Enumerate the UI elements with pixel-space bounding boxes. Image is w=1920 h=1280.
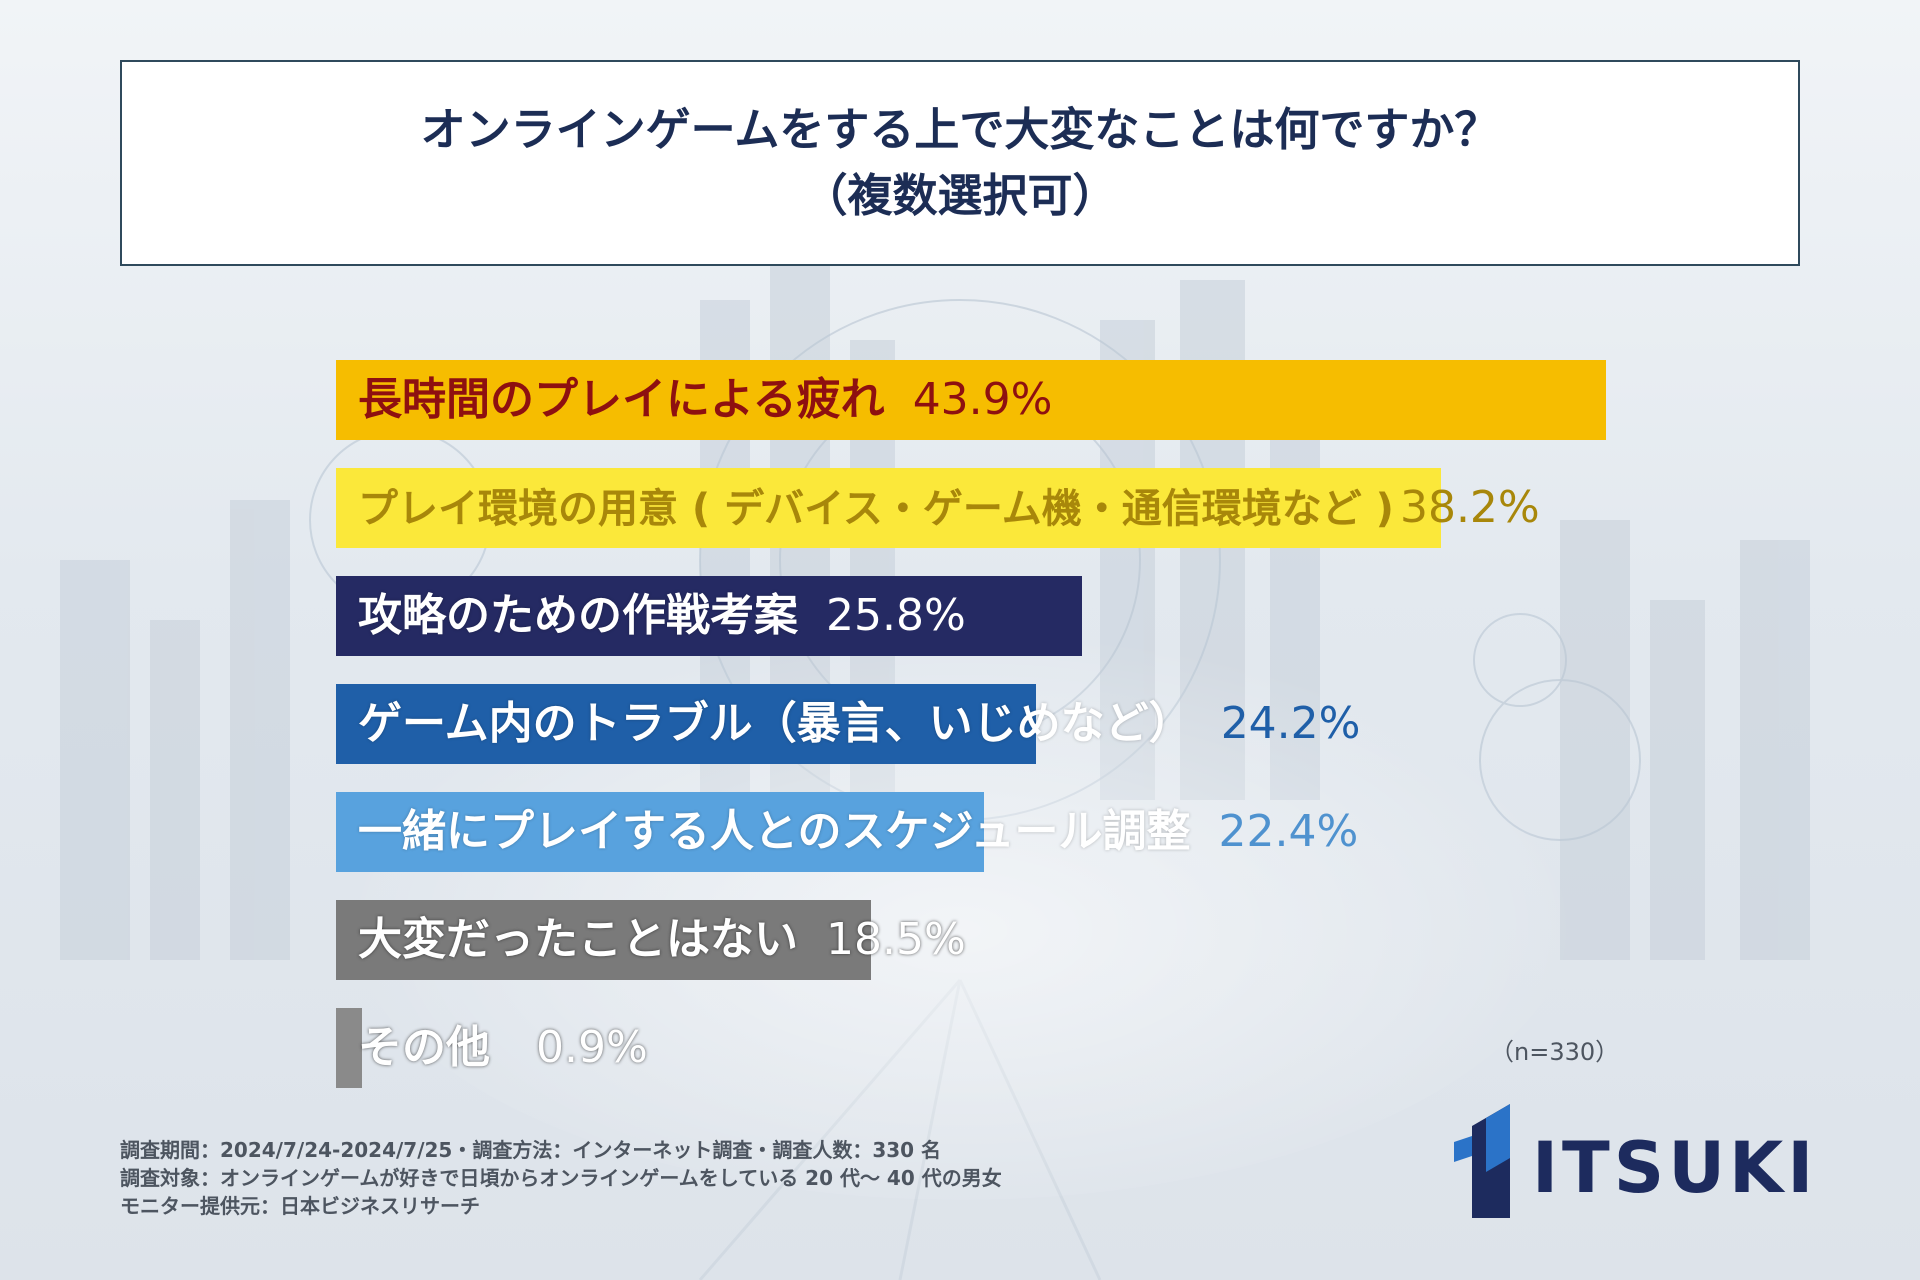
category-label: プレイ環境の用意 ( デバイス・ゲーム機・通信環境など )	[358, 486, 1394, 532]
footnote-survey-target: 調査対象：オンラインゲームが好きで日頃からオンラインゲームをしている 20 代～…	[120, 1166, 1002, 1190]
footnote-monitor-provider: モニター提供元：日本ビジネスリサーチ	[120, 1194, 480, 1218]
sample-size-note: （n=330）	[1490, 1038, 1620, 1066]
value-label: 25.8%	[826, 590, 966, 641]
itsuki-logo-mark-icon	[1454, 1104, 1510, 1218]
value-label: 22.4%	[1218, 806, 1359, 857]
itsuki-logo: ITSUKI	[1450, 1098, 1813, 1223]
bar-6	[336, 900, 872, 980]
bar-1	[336, 360, 1606, 440]
bar-label-group-1: 長時間のプレイによる疲れ 43.9%	[358, 360, 1052, 440]
value-label: 18.5%	[826, 914, 966, 965]
value-label: 0.9%	[536, 1022, 648, 1073]
footnote-survey-period: 調査期間：2024/7/24-2024/7/25・調査方法：インターネット調査・…	[120, 1138, 942, 1162]
bar-label-group-6: 大変だったことはない 18.5%	[358, 900, 966, 980]
value-label: 43.9%	[912, 374, 1053, 425]
bar-2	[336, 468, 1442, 548]
bar-5	[336, 792, 985, 872]
bar-label-group-7: その他 0.9%	[358, 1008, 648, 1088]
logo-text: ITSUKI	[1532, 1127, 1818, 1209]
bar-label-group-3: 攻略のための作戦考案 25.8%	[358, 576, 966, 656]
bar-3	[336, 576, 1083, 656]
category-label: その他	[358, 1022, 490, 1073]
value-label: 38.2%	[1399, 482, 1540, 533]
chart-title: オンラインゲームをする上で大変なことは何ですか？	[420, 103, 1500, 156]
bar-label-group-2: プレイ環境の用意 ( デバイス・ゲーム機・通信環境など ) 38.2%	[358, 468, 1540, 548]
bar-7	[336, 1008, 363, 1088]
category-label: ゲーム内のトラブル（暴言、いじめなど）	[358, 698, 1193, 749]
survey-footnote: 調査期間：2024/7/24-2024/7/25・調査方法：インターネット調査・…	[120, 1136, 1002, 1220]
category-label: 一緒にプレイする人とのスケジュール調整	[358, 806, 1191, 857]
category-label: 大変だったことはない	[358, 914, 798, 965]
chart-subtitle: （複数選択可）	[802, 169, 1118, 222]
bar-label-group-5: 一緒にプレイする人とのスケジュール調整 22.4%	[358, 792, 1358, 872]
value-label: 24.2%	[1220, 698, 1361, 749]
category-label: 長時間のプレイによる疲れ	[358, 374, 885, 425]
bar-4	[336, 684, 1037, 764]
bar-label-group-4: ゲーム内のトラブル（暴言、いじめなど） 24.2%	[358, 684, 1360, 764]
title-box: オンラインゲームをする上で大変なことは何ですか？ （複数選択可）	[120, 60, 1800, 266]
category-label: 攻略のための作戦考案	[358, 590, 798, 641]
